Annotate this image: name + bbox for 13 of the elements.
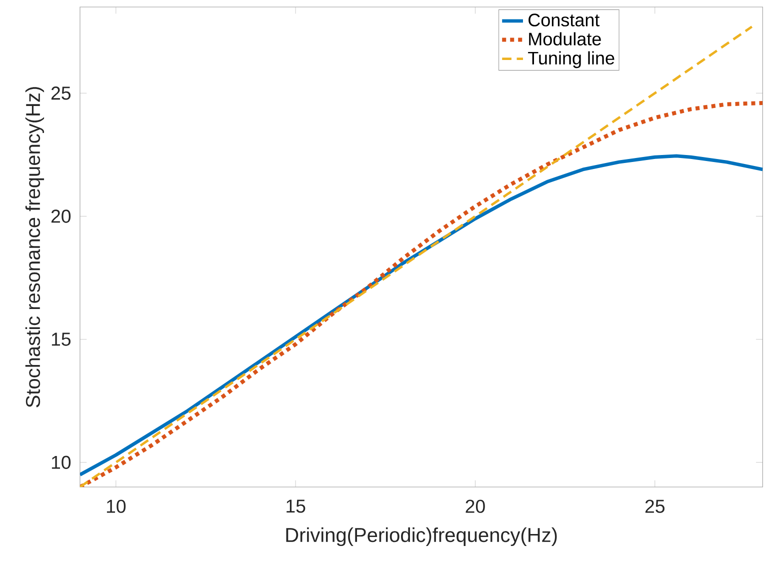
x-tick-label: 15 <box>286 500 306 513</box>
y-tick-label: 20 <box>51 210 71 223</box>
x-tick-label: 25 <box>645 500 664 513</box>
legend-label: Tuning line <box>528 51 614 68</box>
x-tick-label: 10 <box>106 500 126 513</box>
legend-label: Constant <box>528 14 600 26</box>
y-tick-label: 10 <box>52 456 71 469</box>
y-tick-label: 15 <box>52 332 71 346</box>
legend-label: Modulate <box>529 32 601 46</box>
x-tick-label: 20 <box>466 500 485 513</box>
y-tick-label: 25 <box>51 86 71 100</box>
x-axis-title: Driving(Periodic)frequency(Hz) <box>286 527 557 546</box>
y-axis-title: Stochastic resonance frequency(Hz) <box>25 87 44 408</box>
